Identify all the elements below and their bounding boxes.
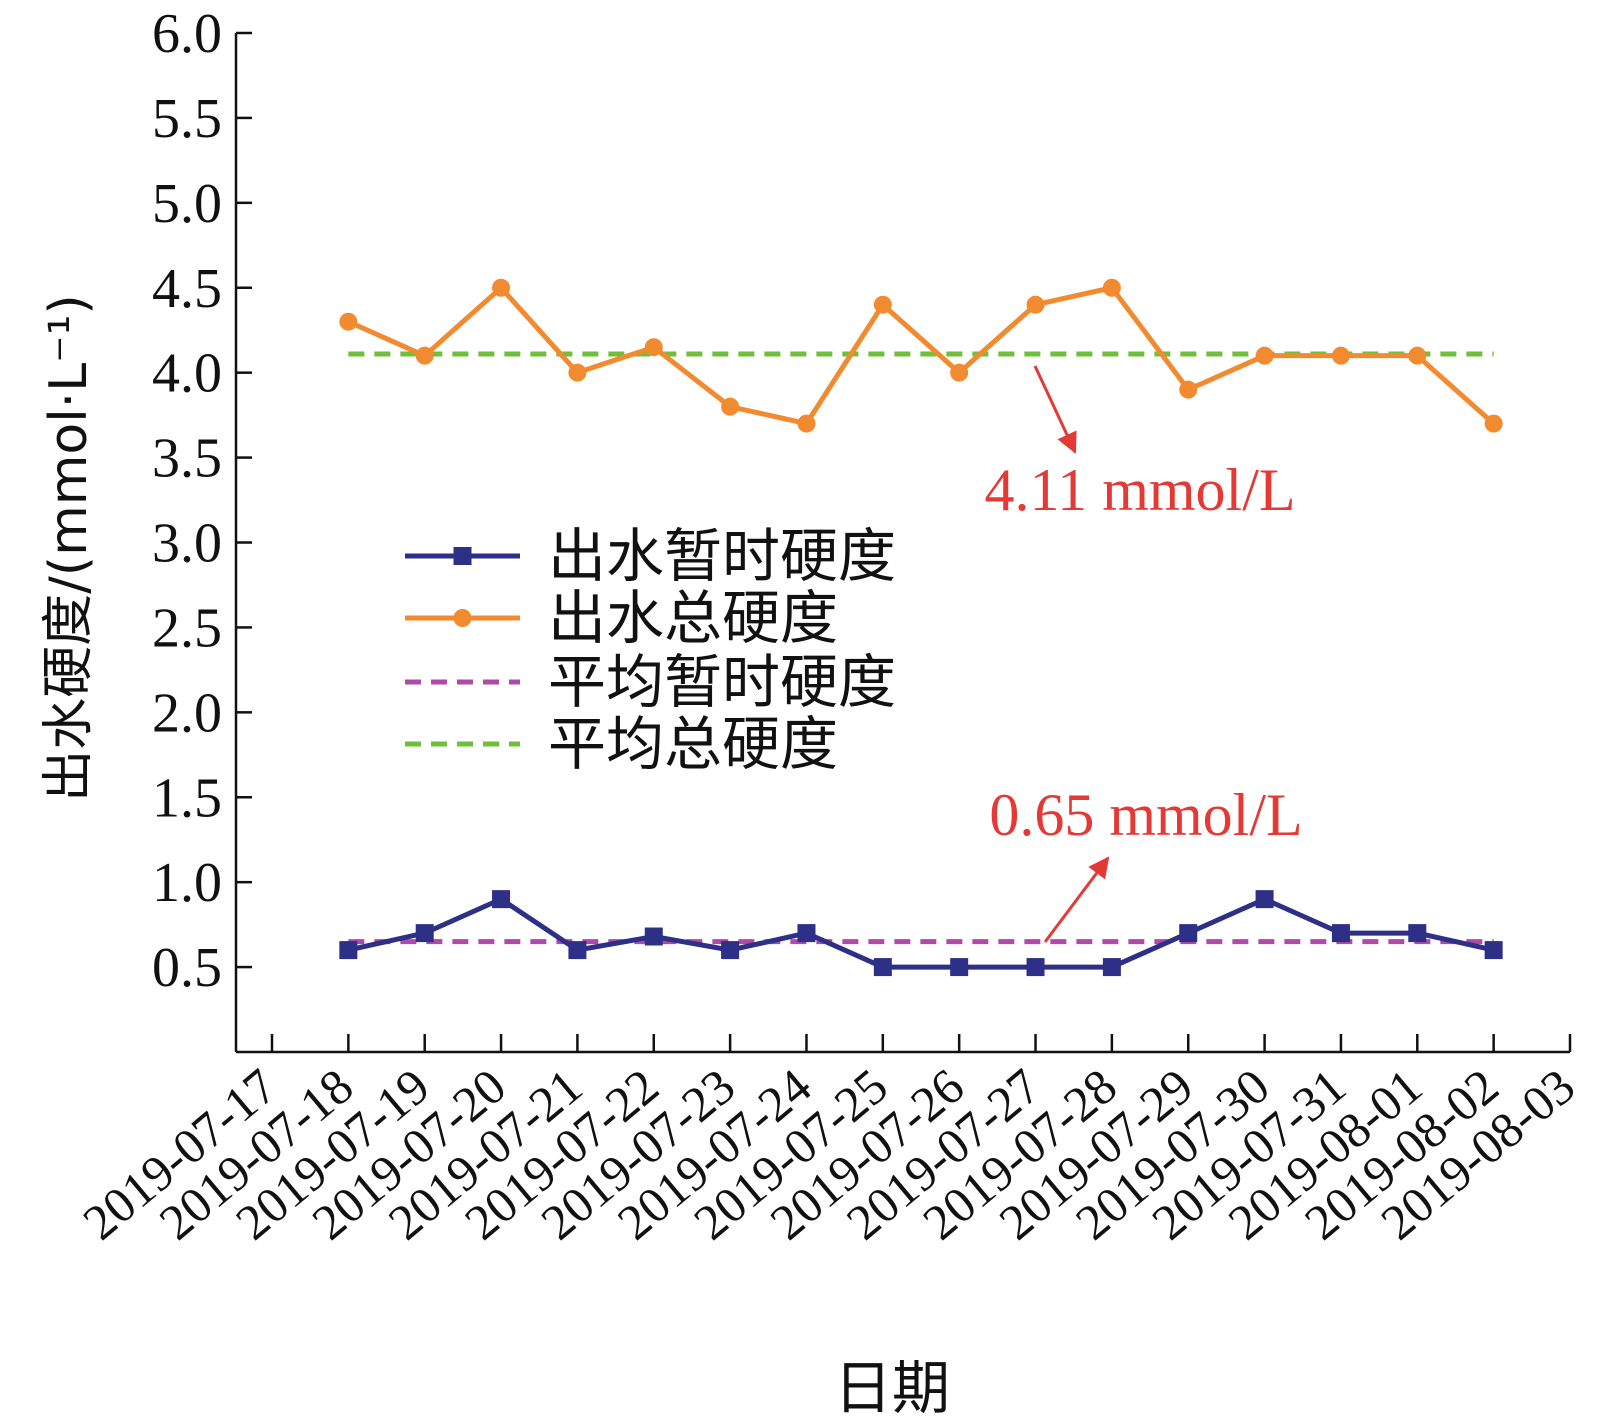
data-point [568,363,587,382]
legend-label: 出水总硬度 [548,584,838,652]
data-point [1255,346,1274,365]
y-tick-label: 3.5 [152,428,222,490]
data-point [797,414,816,433]
annotations: 4.11 mmol/L 0.65 mmol/L [984,365,1303,943]
data-point [492,890,511,909]
data-point [644,338,663,357]
legend-item: 出水暂时硬度 [405,522,896,590]
data-point [1255,890,1274,909]
data-point [721,941,740,960]
data-point [1026,958,1045,977]
data-point [873,295,892,314]
legend-label: 平均暂时硬度 [548,648,896,716]
y-tick-label: 5.0 [152,173,222,235]
y-tick-label: 2.5 [152,597,222,659]
legend-marker [453,609,472,627]
y-tick-label: 3.0 [152,513,222,575]
y-tick-label: 4.5 [152,258,222,320]
axes: 6.05.55.04.54.03.53.02.52.01.51.00.52019… [39,3,1585,1417]
data-point [1484,941,1503,960]
legend-label: 平均总硬度 [548,710,838,778]
data-point [339,941,358,960]
data-point [415,346,434,365]
series-line [347,285,1496,427]
legend-marker [453,547,472,565]
data-point [721,397,740,416]
series-lines [339,278,1503,977]
series-line [347,896,1495,970]
data-point [873,958,892,977]
legend-item: 平均暂时硬度 [405,648,896,716]
data-point [1179,924,1198,943]
data-point [1408,346,1427,365]
data-point [1102,278,1121,297]
annotation-label: 0.65 mmol/L [989,782,1302,848]
data-point [1408,924,1427,943]
data-point [415,924,434,943]
data-point [950,363,969,382]
annotation-arrow [1033,365,1077,454]
data-point [1026,295,1045,314]
data-point [568,941,587,960]
y-tick-label: 1.0 [152,852,222,914]
data-point [1331,924,1350,943]
data-point [1179,380,1198,399]
data-point [1102,958,1121,977]
data-point [950,958,969,977]
legend-item: 平均总硬度 [405,710,838,778]
annotation-label: 4.11 mmol/L [984,457,1295,523]
x-axis-title: 日期 [834,1354,950,1417]
y-tick-label: 1.5 [152,767,222,829]
annotation-arrow [1043,856,1110,943]
y-tick-label: 6.0 [152,3,222,65]
data-point [339,312,358,331]
data-point [1331,346,1350,365]
data-point [644,927,663,946]
y-tick-label: 2.0 [152,682,222,744]
y-tick-label: 4.0 [152,343,222,405]
data-point [1484,414,1503,433]
y-axis-title: 出水硬度/(mmol·L⁻¹) [39,294,99,801]
legend-label: 出水暂时硬度 [548,522,896,590]
data-point [492,278,511,297]
legend-item: 出水总硬度 [405,584,838,652]
y-tick-label: 0.5 [152,937,222,999]
data-point [797,924,816,943]
y-tick-label: 5.5 [152,88,222,150]
